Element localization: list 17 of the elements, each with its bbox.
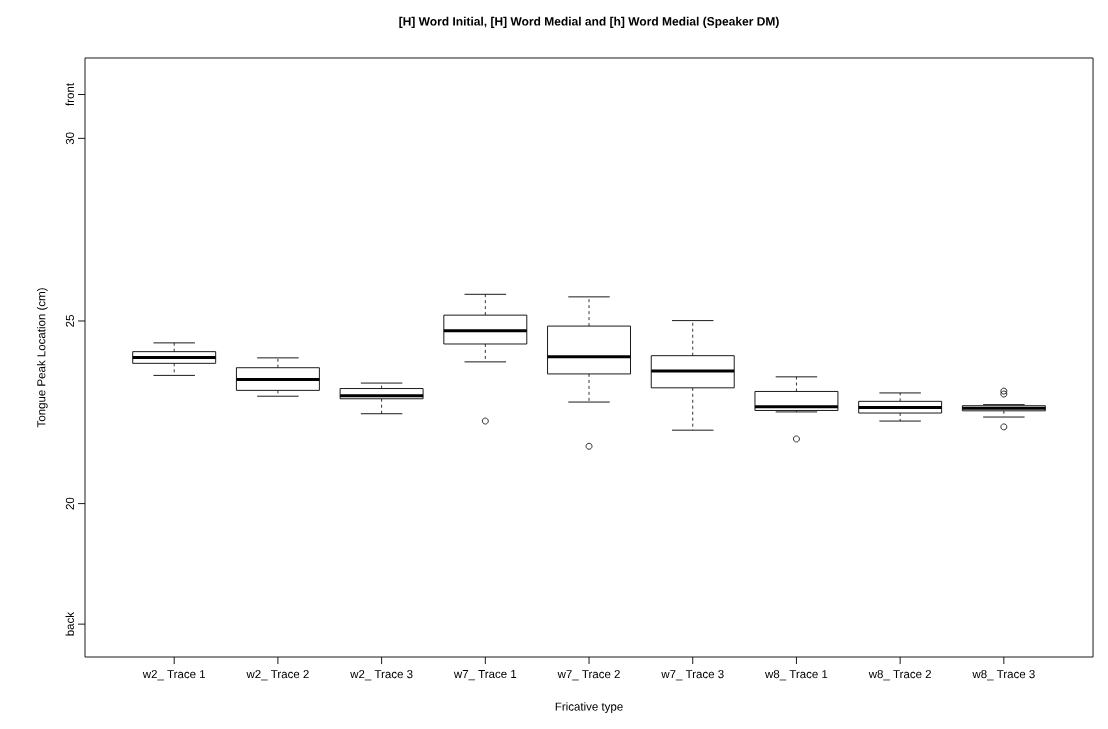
chart-title: [H] Word Initial, [H] Word Medial and [h] Word Medial (Speaker DM) — [399, 16, 779, 28]
y-tick-label: 25 — [65, 315, 74, 327]
x-tick-label: w2_ Trace 2 — [246, 670, 309, 681]
y-tick-label: 20 — [65, 497, 74, 510]
x-tick-label: w8_ Trace 1 — [765, 670, 828, 681]
x-tick-label: w2_ Trace 3 — [350, 670, 413, 681]
y-tick-label: 30 — [65, 132, 74, 145]
x-tick-label: w7_ Trace 2 — [557, 670, 620, 681]
x-tick-label: w2_ Trace 1 — [142, 670, 206, 681]
y-tick-label: back — [65, 611, 74, 636]
x-tick-label: w7_ Trace 3 — [661, 670, 724, 681]
x-tick-label: w8_ Trace 2 — [868, 670, 931, 681]
y-tick-label: front — [65, 83, 74, 106]
y-axis-title: Tongue Peak Location (cm) — [36, 288, 48, 428]
x-tick-label: w8_ Trace 3 — [972, 670, 1035, 681]
x-axis-title: Fricative type — [555, 702, 623, 713]
x-tick-label: w7_ Trace 1 — [453, 670, 517, 681]
